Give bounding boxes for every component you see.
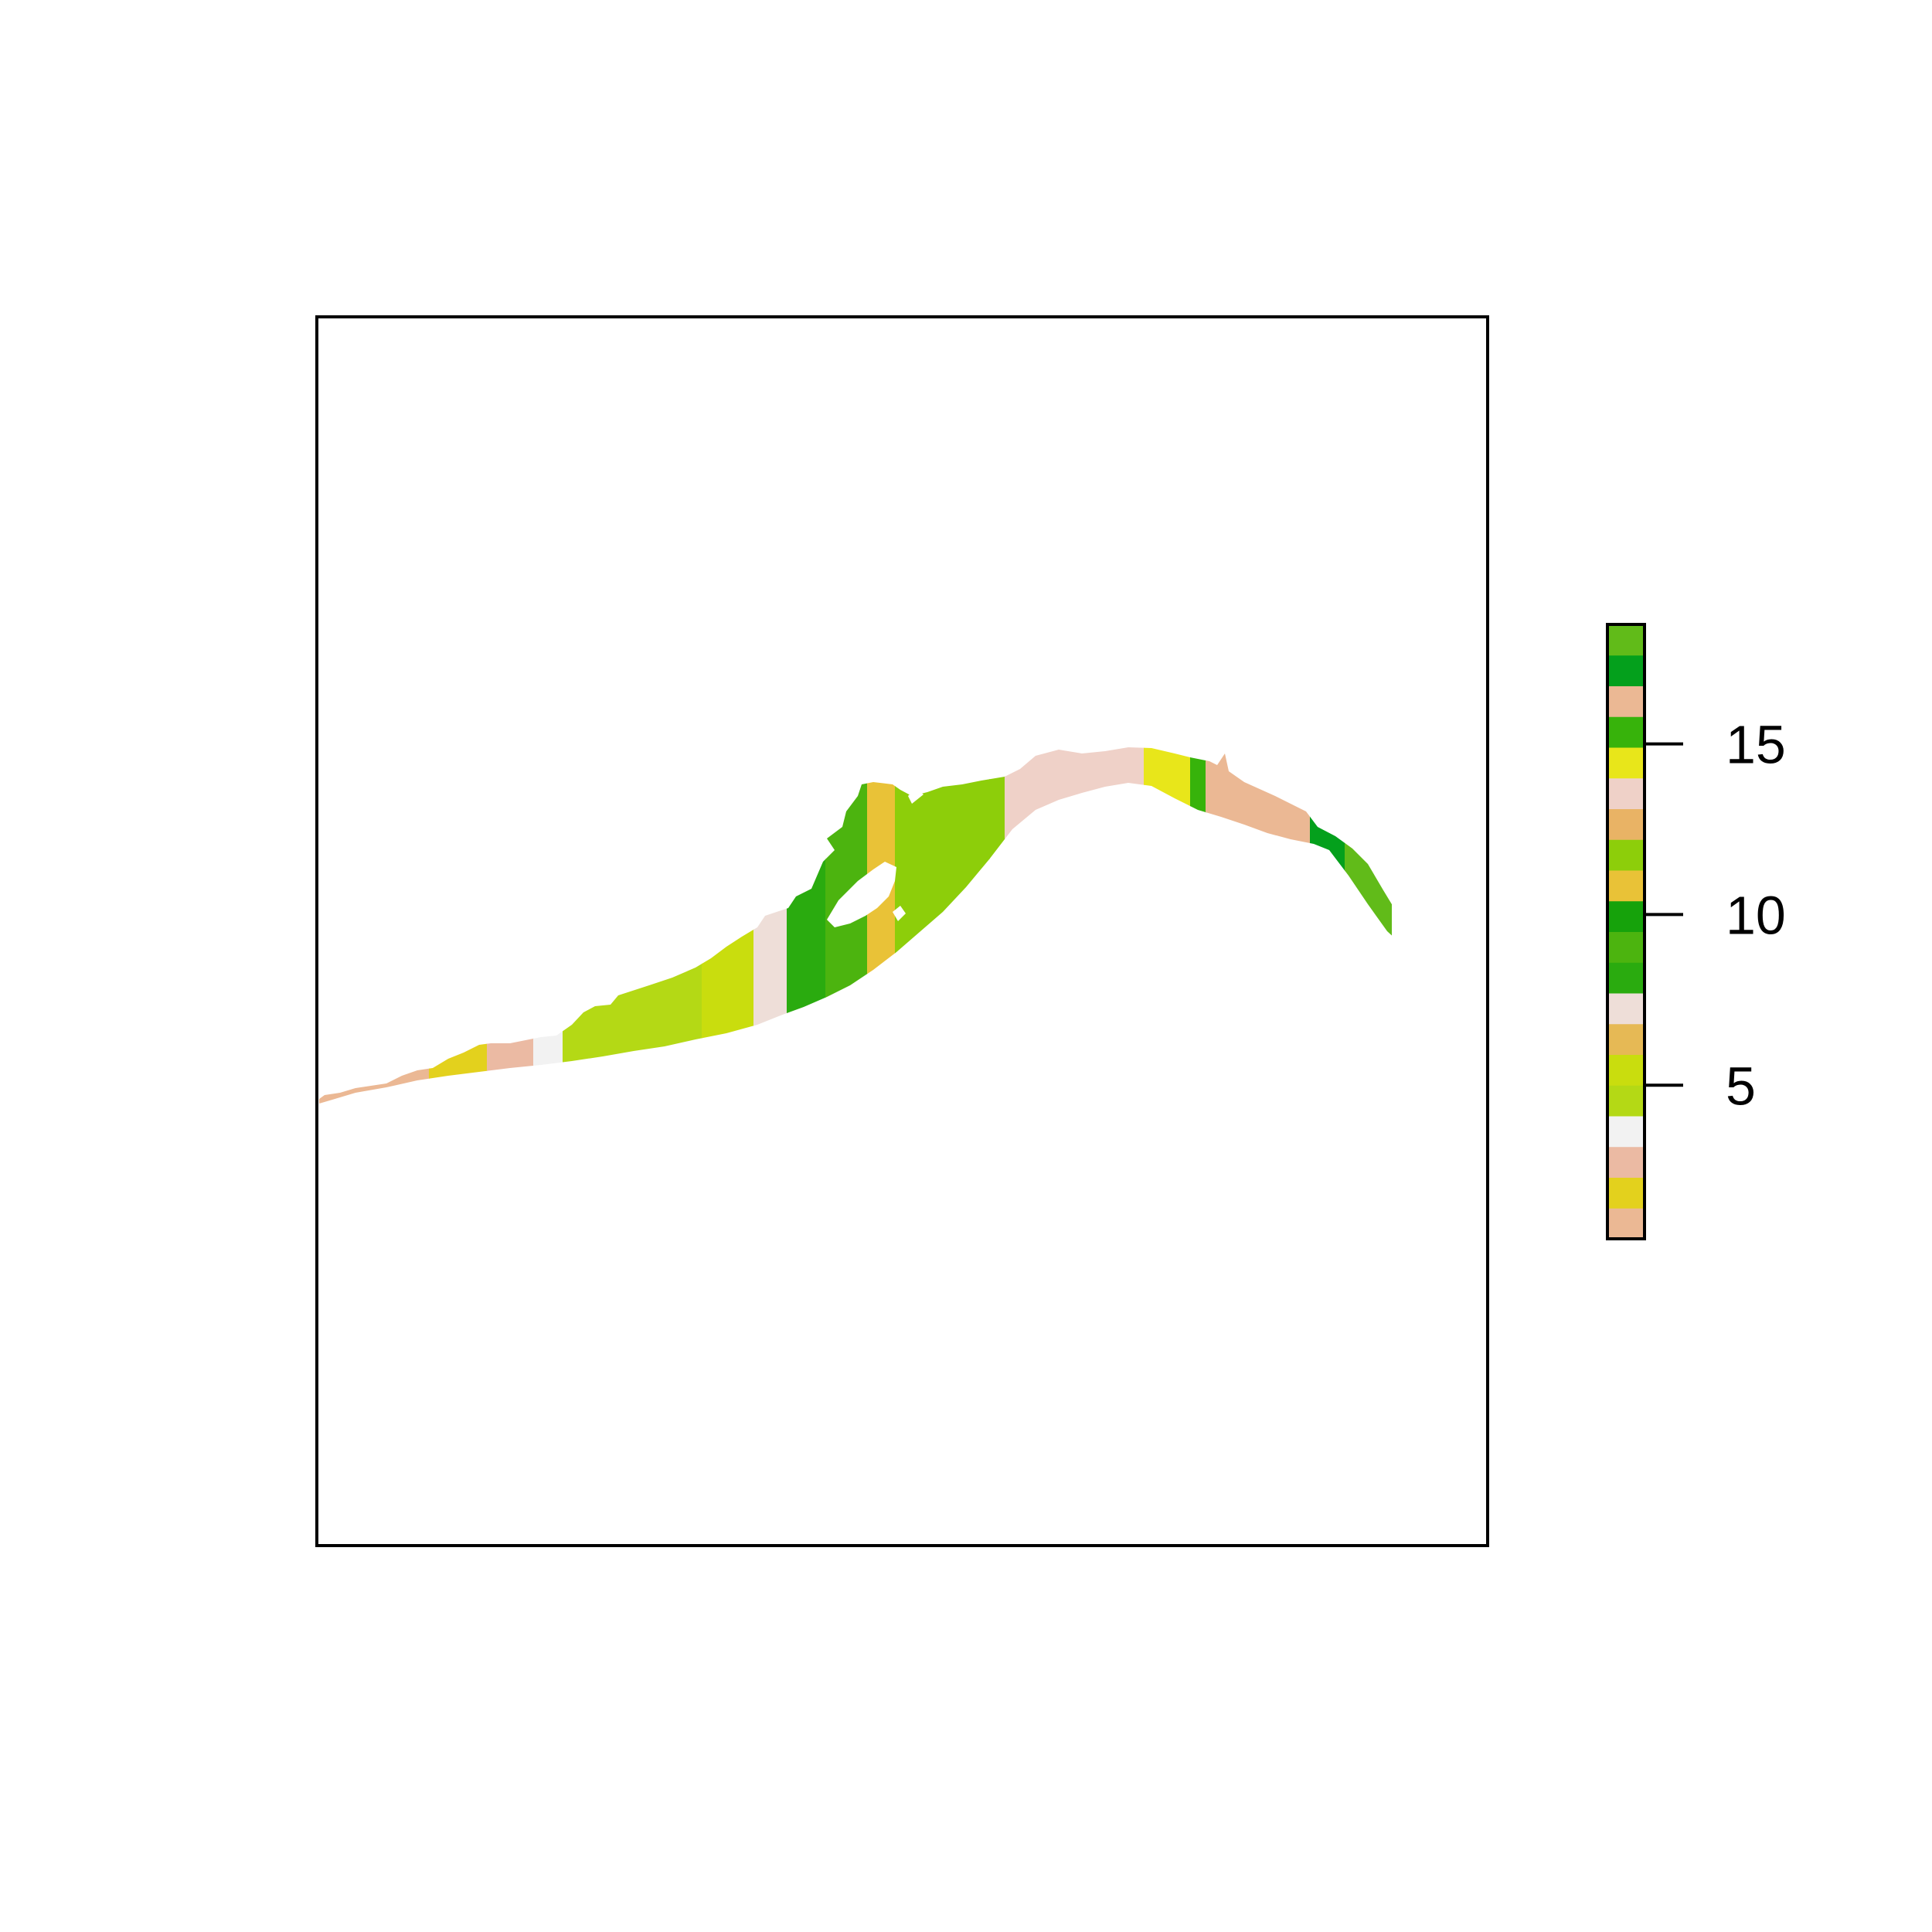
legend-swatch [1607,993,1645,1025]
legend-tick-label: 10 [1726,885,1786,945]
legend-frame [1606,623,1646,1240]
legend-swatch [1607,1177,1645,1209]
legend-tick-label: 15 [1726,715,1786,775]
legend-swatch [1607,716,1645,748]
legend-swatch [1607,870,1645,902]
legend-swatch [1607,777,1645,809]
legend-swatch [1607,931,1645,963]
legend-tick-label: 5 [1726,1056,1756,1116]
legend-swatch [1607,808,1645,840]
raster-gaps [827,788,923,927]
legend-swatch [1607,1146,1645,1178]
legend-colorbar [1607,624,1645,1240]
legend-swatch [1607,962,1645,994]
legend-swatch [1607,655,1645,686]
legend-swatch [1607,624,1645,656]
legend-ticks: 5 10 15 [1645,715,1786,1116]
legend-swatch [1607,1208,1645,1240]
legend-swatch [1607,1023,1645,1055]
legend-swatch [1607,1054,1645,1086]
legend-swatch [1607,685,1645,717]
legend-swatch [1607,1116,1645,1148]
legend-swatch [1607,747,1645,779]
legend-swatch [1607,839,1645,871]
legend-swatch [1607,900,1645,932]
legend-swatch [1607,1085,1645,1117]
